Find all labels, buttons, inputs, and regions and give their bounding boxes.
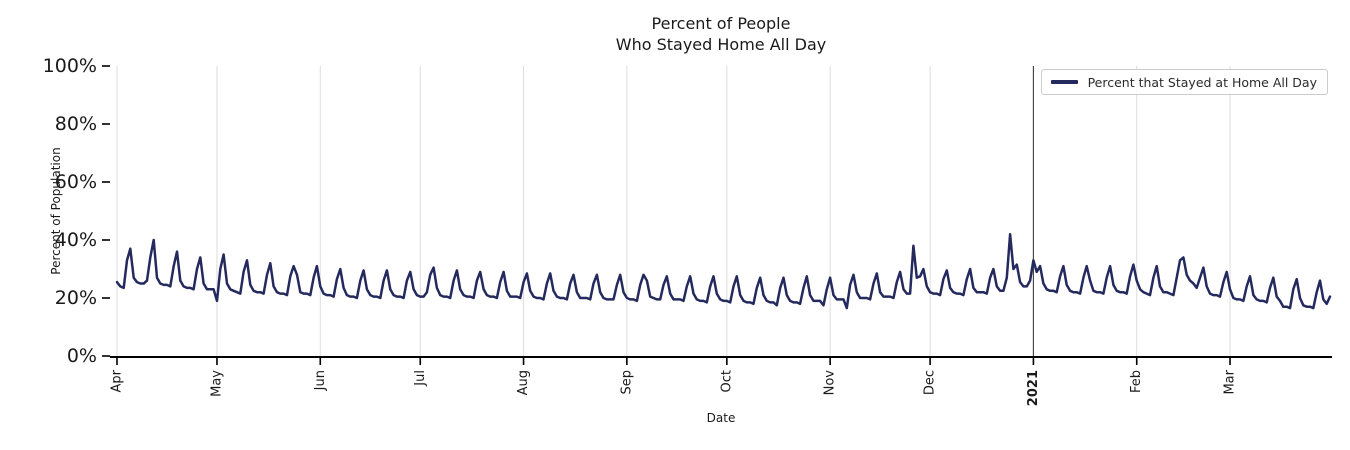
y-tick-label: 40% [55, 229, 97, 251]
legend-label: Percent that Stayed at Home All Day [1087, 74, 1317, 90]
y-tick-label: 0% [67, 345, 97, 367]
x-tick-label: Sep [619, 370, 634, 395]
x-tick-label: Apr [110, 369, 125, 392]
x-tick-label: Oct [719, 370, 734, 392]
x-tick-label: May [209, 370, 224, 397]
chart-title-line1: Percent of People [651, 14, 791, 33]
data-line-stayed-home [115, 232, 1332, 310]
legend-line-swatch [1050, 80, 1078, 84]
x-tick-label: Mar [1223, 369, 1238, 394]
x-tick-label: Jul [413, 370, 428, 387]
chart-title-line2: Who Stayed Home All Day [615, 35, 827, 54]
x-axis-label: Date [706, 411, 736, 425]
x-tick-label: 2021 [1026, 370, 1041, 406]
legend: Percent that Stayed at Home All Day [1040, 69, 1328, 95]
x-tick-label: Jun [313, 370, 328, 391]
x-tick-label: Feb [1129, 370, 1144, 393]
y-tick-label: 80% [55, 113, 97, 135]
x-tick-label: Aug [516, 370, 531, 395]
y-tick-label: 20% [55, 287, 97, 309]
y-tick-label: 100% [43, 55, 97, 77]
x-tick-label: Nov [823, 370, 838, 396]
y-tick-label: 60% [55, 171, 97, 193]
x-tick-label: Dec [923, 370, 938, 395]
